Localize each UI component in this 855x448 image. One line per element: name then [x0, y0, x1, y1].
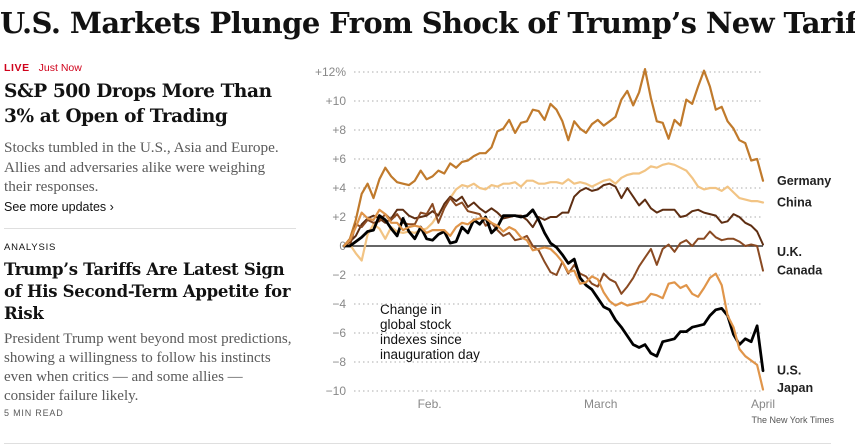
live-story-title[interactable]: S&P 500 Drops More Than 3% at Open of Tr…: [4, 81, 272, 127]
line-label-canada: Canada: [777, 264, 823, 278]
bottom-rule: [4, 443, 831, 444]
x-tick-label: Feb.: [418, 397, 442, 411]
read-time: 5 MIN READ: [4, 407, 64, 418]
y-tick-label: +6: [332, 152, 346, 166]
stock-index-chart[interactable]: +12% +10 +8 +6 +4 +2 0 −2 −4 −6 −8 −10 Feb. March Apri…: [300, 56, 855, 436]
line-label-u-s: U.S.: [777, 364, 801, 378]
chart-annotation-line: indexes since: [380, 332, 462, 347]
y-tick-label: +4: [332, 181, 346, 195]
timestamp: Just Now: [38, 62, 82, 74]
y-tick-label: −4: [332, 297, 346, 311]
analysis-story-title[interactable]: Trump’s Tariffs Are Latest Sign of His S…: [4, 259, 291, 323]
x-tick-label: April: [751, 397, 775, 411]
chart-annotation-line: Change in: [380, 302, 442, 317]
series-line-germany: [342, 68, 765, 248]
line-label-u-k: U.K.: [777, 245, 802, 259]
series-line-canada: [343, 197, 764, 295]
page-headline[interactable]: U.S. Markets Plunge From Shock of Trump’…: [0, 6, 855, 40]
analysis-story-summary[interactable]: President Trump went beyond most predict…: [4, 330, 292, 404]
live-row: LIVE Just Now: [4, 62, 296, 74]
series-line-japan: [342, 208, 765, 391]
analysis-kicker: ANALYSIS: [4, 241, 57, 253]
y-tick-label: +12%: [315, 65, 346, 79]
y-tick-label: +10: [326, 94, 347, 108]
series-line-u-k: [343, 182, 764, 247]
see-more-updates-link[interactable]: See more updates ›: [4, 199, 114, 214]
line-label-china: China: [777, 196, 813, 210]
live-story-summary[interactable]: Stocks tumbled in the U.S., Asia and Eur…: [4, 139, 279, 195]
line-label-japan: Japan: [777, 381, 813, 395]
series-line-u-s: [342, 208, 765, 373]
line-label-germany: Germany: [777, 174, 831, 188]
y-tick-label: −8: [332, 355, 346, 369]
y-tick-label: −6: [332, 326, 346, 340]
series-line-china: [342, 162, 765, 262]
x-tick-label: March: [584, 397, 617, 411]
chart-annotation-line: global stock: [380, 317, 452, 332]
y-tick-label: −10: [326, 384, 347, 398]
divider: [4, 227, 296, 229]
chart-credit: The New York Times: [751, 415, 834, 425]
y-tick-label: +8: [332, 123, 346, 137]
live-badge: LIVE: [4, 62, 30, 74]
left-column: LIVE Just Now S&P 500 Drops More Than 3%…: [4, 62, 296, 418]
chart-annotation-line: inauguration day: [380, 347, 480, 362]
y-tick-label: +2: [332, 210, 346, 224]
y-tick-label: −2: [332, 268, 346, 282]
